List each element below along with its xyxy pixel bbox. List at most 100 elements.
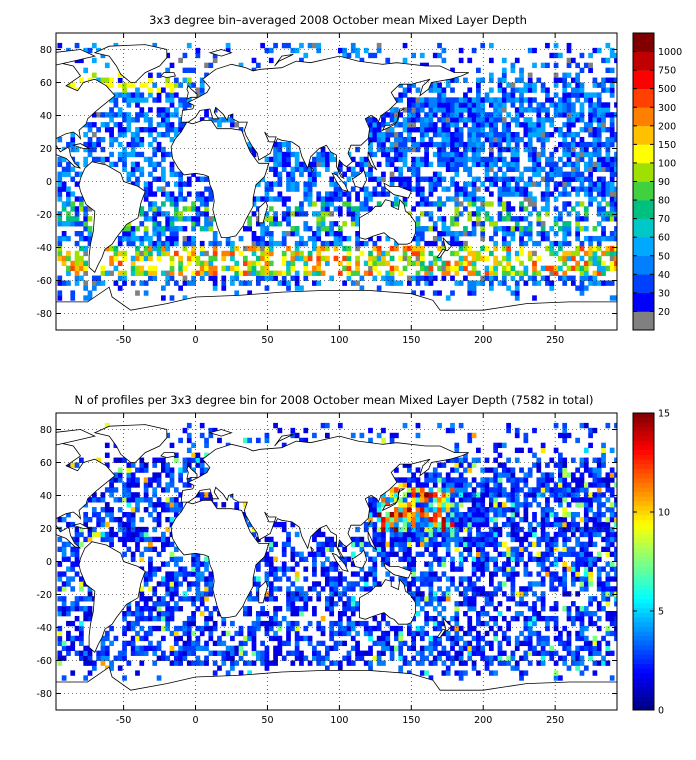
heatmap-cell — [79, 260, 84, 267]
heatmap-cell — [428, 635, 434, 642]
heatmap-cell — [109, 132, 114, 138]
heatmap-cell — [445, 295, 451, 301]
heatmap-cell — [389, 546, 395, 552]
heatmap-cell — [161, 211, 166, 217]
heatmap-cell — [570, 576, 576, 582]
heatmap-cell — [117, 240, 123, 247]
heatmap-cell — [204, 107, 209, 113]
heatmap-cell — [87, 497, 93, 503]
heatmap-cell — [450, 275, 455, 281]
heatmap-cell — [514, 186, 520, 192]
heatmap-cell — [583, 285, 589, 291]
heatmap-cell — [70, 132, 76, 138]
heatmap-cell — [368, 502, 373, 508]
heatmap-cell — [536, 156, 542, 163]
heatmap-cell — [467, 141, 473, 148]
heatmap-cell — [268, 245, 274, 252]
heatmap-cell — [333, 586, 339, 592]
heatmap-cell — [463, 226, 468, 232]
heatmap-cell — [57, 295, 63, 301]
heatmap-cell — [579, 660, 585, 666]
heatmap-cell — [549, 576, 555, 582]
heatmap-cell — [113, 635, 119, 642]
heatmap-cell — [385, 57, 391, 64]
heatmap-cell — [519, 206, 524, 212]
heatmap-cell — [117, 82, 123, 88]
heatmap-cell — [389, 181, 395, 187]
heatmap-cell — [294, 275, 300, 281]
heatmap-cell — [458, 566, 464, 572]
heatmap-cell — [286, 161, 291, 168]
heatmap-cell — [614, 235, 617, 242]
heatmap-cell — [126, 176, 132, 182]
heatmap-cell — [178, 660, 183, 666]
heatmap-cell — [182, 97, 188, 103]
heatmap-cell — [221, 250, 227, 257]
heatmap-cell — [583, 122, 589, 128]
heatmap-cell — [501, 571, 507, 577]
heatmap-cell — [342, 601, 347, 607]
heatmap-cell — [553, 216, 559, 222]
heatmap-cell — [394, 507, 399, 513]
heatmap-cell — [255, 611, 261, 617]
heatmap-cell — [419, 290, 425, 296]
heatmap-cell — [579, 245, 585, 252]
heatmap-cell — [454, 502, 460, 508]
heatmap-cell — [70, 576, 76, 582]
heatmap-cell — [428, 136, 434, 143]
heatmap-cell — [488, 146, 494, 153]
heatmap-cell — [428, 122, 434, 128]
heatmap-cell — [536, 166, 542, 172]
heatmap-cell — [540, 650, 546, 656]
heatmap-cell — [79, 606, 84, 612]
heatmap-cell — [230, 245, 235, 252]
heatmap-cell — [445, 521, 451, 528]
heatmap-cell — [66, 541, 71, 548]
heatmap-cell — [605, 516, 611, 523]
heatmap-cell — [221, 285, 227, 291]
heatmap-cell — [394, 265, 399, 271]
heatmap-cell — [294, 640, 300, 647]
heatmap-cell — [255, 596, 261, 602]
heatmap-cell — [79, 655, 84, 661]
heatmap-cell — [566, 521, 572, 528]
heatmap-cell — [376, 270, 382, 276]
heatmap-cell — [575, 615, 580, 622]
heatmap-cell — [337, 615, 343, 622]
heatmap-cell — [66, 166, 71, 172]
heatmap-cell — [372, 556, 378, 562]
heatmap-cell — [70, 586, 76, 592]
heatmap-cell — [545, 211, 550, 217]
heatmap-cell — [122, 235, 127, 242]
heatmap-cell — [255, 625, 261, 632]
heatmap-cell — [208, 275, 214, 281]
heatmap-cell — [454, 127, 460, 133]
heatmap-cell — [122, 512, 127, 518]
heatmap-cell — [467, 117, 473, 123]
heatmap-cell — [458, 551, 464, 557]
heatmap-cell — [156, 87, 162, 93]
heatmap-cell — [385, 645, 391, 651]
heatmap-cell — [286, 181, 291, 187]
heatmap-cell — [372, 512, 378, 518]
heatmap-cell — [66, 250, 71, 257]
heatmap-cell — [165, 275, 171, 281]
heatmap-cell — [428, 275, 434, 281]
heatmap-cell — [61, 516, 67, 523]
heatmap-cell — [484, 216, 490, 222]
heatmap-cell — [260, 640, 265, 647]
heatmap-cell — [316, 245, 322, 252]
heatmap-cell — [523, 620, 529, 627]
heatmap-cell — [411, 571, 417, 577]
heatmap-cell — [523, 146, 529, 153]
heatmap-cell — [432, 235, 438, 242]
heatmap-cell — [109, 625, 114, 632]
heatmap-cell — [579, 541, 585, 548]
heatmap-cell — [286, 620, 291, 627]
heatmap-cell — [458, 156, 464, 163]
heatmap-cell — [549, 176, 555, 182]
heatmap-cell — [70, 670, 76, 676]
heatmap-cell — [463, 265, 468, 271]
heatmap-cell — [566, 650, 572, 656]
heatmap-cell — [415, 102, 421, 108]
